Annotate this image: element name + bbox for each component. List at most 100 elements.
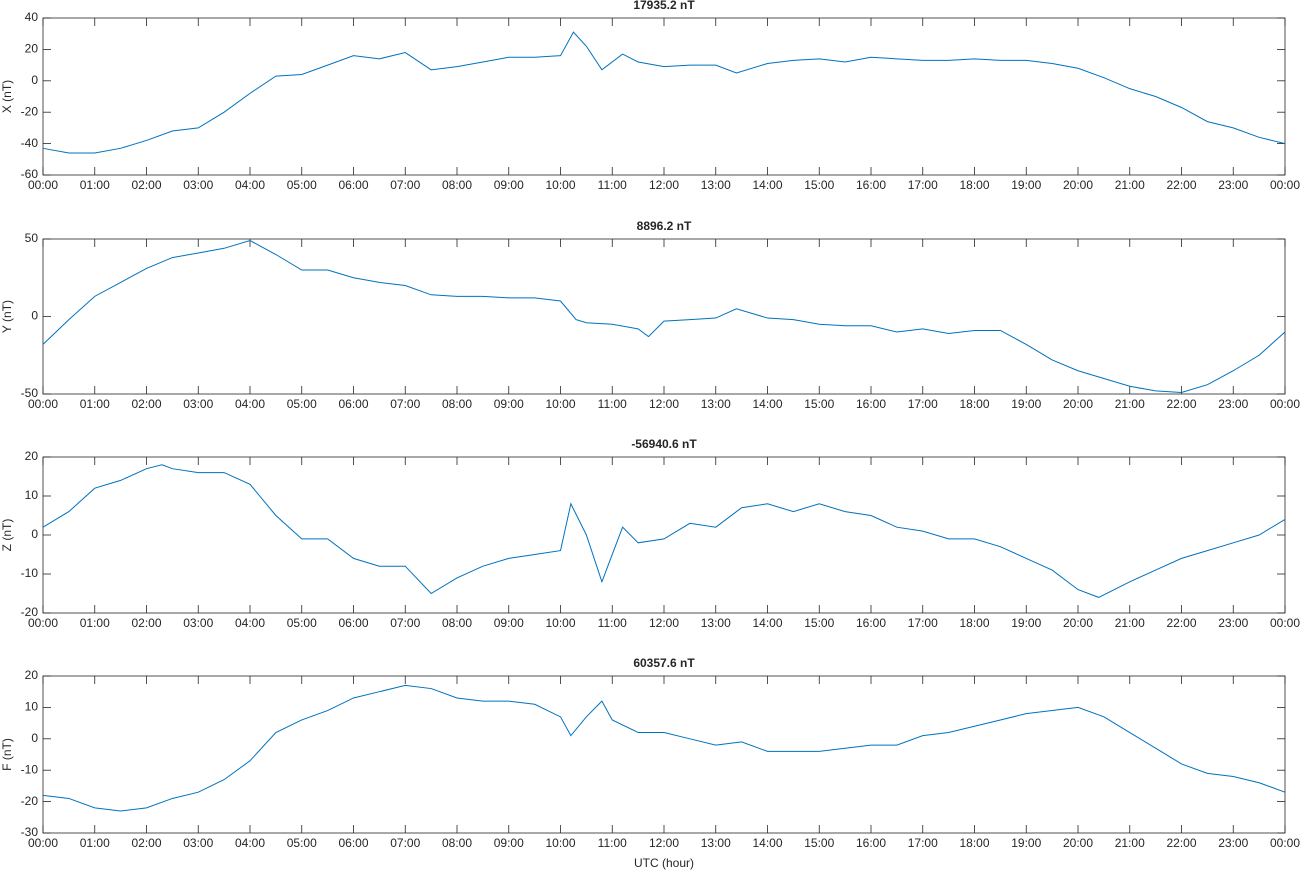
- x-tick-label: 17:00: [908, 178, 938, 192]
- y-tick-label: -10: [21, 762, 39, 776]
- chart-title: 8896.2 nT: [637, 219, 692, 233]
- y-tick-label: -30: [21, 825, 39, 839]
- x-tick-label: 14:00: [752, 616, 782, 630]
- x-tick-label: 05:00: [287, 178, 317, 192]
- x-tick-label: 03:00: [183, 178, 213, 192]
- x-tick-label: 13:00: [701, 836, 731, 850]
- y-tick-label: 20: [25, 42, 39, 56]
- x-tick-label: 01:00: [80, 616, 110, 630]
- x-tick-label: 09:00: [494, 178, 524, 192]
- x-tick-label: 09:00: [494, 836, 524, 850]
- y-tick-label: -20: [21, 605, 39, 619]
- x-tick-label: 11:00: [598, 616, 627, 630]
- x-tick-label: 02:00: [131, 616, 161, 630]
- plot-area: [42, 238, 1286, 395]
- y-axis-label: Z (nT): [0, 519, 14, 552]
- x-tick-label: 13:00: [701, 178, 731, 192]
- x-tick-label: 13:00: [701, 616, 731, 630]
- y-tick-label: -40: [21, 136, 39, 150]
- plot-area: [42, 17, 1286, 176]
- y-tick-label: 0: [31, 73, 38, 87]
- x-tick-label: 08:00: [442, 178, 472, 192]
- x-tick-label: 07:00: [390, 616, 420, 630]
- x-tick-label: 10:00: [545, 616, 575, 630]
- x-tick-label: 06:00: [338, 178, 368, 192]
- x-tick-label: 08:00: [442, 397, 472, 411]
- x-tick-label: 07:00: [390, 178, 420, 192]
- x-tick-label: 17:00: [908, 836, 938, 850]
- x-tick-label: 04:00: [235, 836, 265, 850]
- x-tick-label: 09:00: [494, 397, 524, 411]
- y-tick-label: 20: [25, 668, 39, 682]
- x-tick-label: 12:00: [649, 616, 679, 630]
- plot-area: [42, 675, 1286, 834]
- x-tick-label: 21:00: [1115, 178, 1145, 192]
- x-tick-label: 18:00: [959, 616, 989, 630]
- y-tick-label: 10: [25, 700, 39, 714]
- chart-title: -56940.6 nT: [631, 437, 697, 451]
- x-tick-label: 05:00: [287, 836, 317, 850]
- x-tick-label: 00:00: [28, 397, 58, 411]
- y-tick-label: -50: [21, 386, 39, 400]
- x-tick-label: 06:00: [338, 616, 368, 630]
- x-tick-label: 11:00: [598, 397, 627, 411]
- y-tick-label: 50: [25, 231, 39, 245]
- x-tick-label: 12:00: [649, 836, 679, 850]
- x-tick-label: 14:00: [752, 397, 782, 411]
- x-tick-label: 19:00: [1011, 836, 1041, 850]
- x-tick-label: 01:00: [80, 836, 110, 850]
- x-tick-label: 04:00: [235, 397, 265, 411]
- x-tick-label: 15:00: [804, 836, 834, 850]
- x-tick-label: 19:00: [1011, 616, 1041, 630]
- x-tick-label: 02:00: [131, 397, 161, 411]
- x-tick-label: 07:00: [390, 836, 420, 850]
- y-tick-label: -10: [21, 566, 39, 580]
- x-tick-label: 21:00: [1115, 836, 1145, 850]
- x-tick-label: 00:00: [28, 836, 58, 850]
- x-tick-label: 02:00: [131, 178, 161, 192]
- y-axis-label: Y (nT): [0, 300, 14, 333]
- data-line: [42, 684, 1286, 812]
- y-axis-label: F (nT): [0, 738, 14, 771]
- y-tick-label: 0: [31, 309, 38, 323]
- x-tick-label: 22:00: [1166, 836, 1196, 850]
- x-tick-label: 11:00: [598, 836, 627, 850]
- x-tick-label: 20:00: [1063, 616, 1093, 630]
- x-tick-label: 00:00: [1270, 178, 1300, 192]
- x-tick-label: 18:00: [959, 836, 989, 850]
- x-tick-label: 00:00: [1270, 397, 1300, 411]
- y-tick-label: -60: [21, 167, 39, 181]
- x-axis-label: UTC (hour): [634, 856, 694, 870]
- x-tick-label: 22:00: [1166, 397, 1196, 411]
- x-tick-label: 14:00: [752, 836, 782, 850]
- x-tick-label: 15:00: [804, 178, 834, 192]
- y-tick-label: 40: [25, 10, 39, 24]
- x-tick-label: 21:00: [1115, 616, 1145, 630]
- x-tick-label: 01:00: [80, 397, 110, 411]
- y-axis-label: X (nT): [0, 80, 14, 113]
- x-tick-label: 00:00: [28, 178, 58, 192]
- x-tick-label: 06:00: [338, 397, 368, 411]
- x-tick-label: 04:00: [235, 178, 265, 192]
- x-tick-label: 15:00: [804, 616, 834, 630]
- x-tick-label: 23:00: [1218, 397, 1248, 411]
- x-tick-label: 11:00: [598, 178, 627, 192]
- y-tick-label: -20: [21, 104, 39, 118]
- x-tick-label: 04:00: [235, 616, 265, 630]
- x-tick-label: 00:00: [28, 616, 58, 630]
- y-tick-label: 20: [25, 449, 39, 463]
- x-tick-label: 19:00: [1011, 397, 1041, 411]
- x-tick-label: 16:00: [856, 836, 886, 850]
- x-tick-label: 02:00: [131, 836, 161, 850]
- x-tick-label: 22:00: [1166, 178, 1196, 192]
- x-tick-label: 03:00: [183, 616, 213, 630]
- x-tick-label: 14:00: [752, 178, 782, 192]
- x-tick-label: 19:00: [1011, 178, 1041, 192]
- x-tick-label: 05:00: [287, 616, 317, 630]
- x-tick-label: 10:00: [545, 178, 575, 192]
- data-line: [42, 464, 1286, 598]
- x-tick-label: 00:00: [1270, 836, 1300, 850]
- x-tick-label: 01:00: [80, 178, 110, 192]
- x-tick-label: 12:00: [649, 397, 679, 411]
